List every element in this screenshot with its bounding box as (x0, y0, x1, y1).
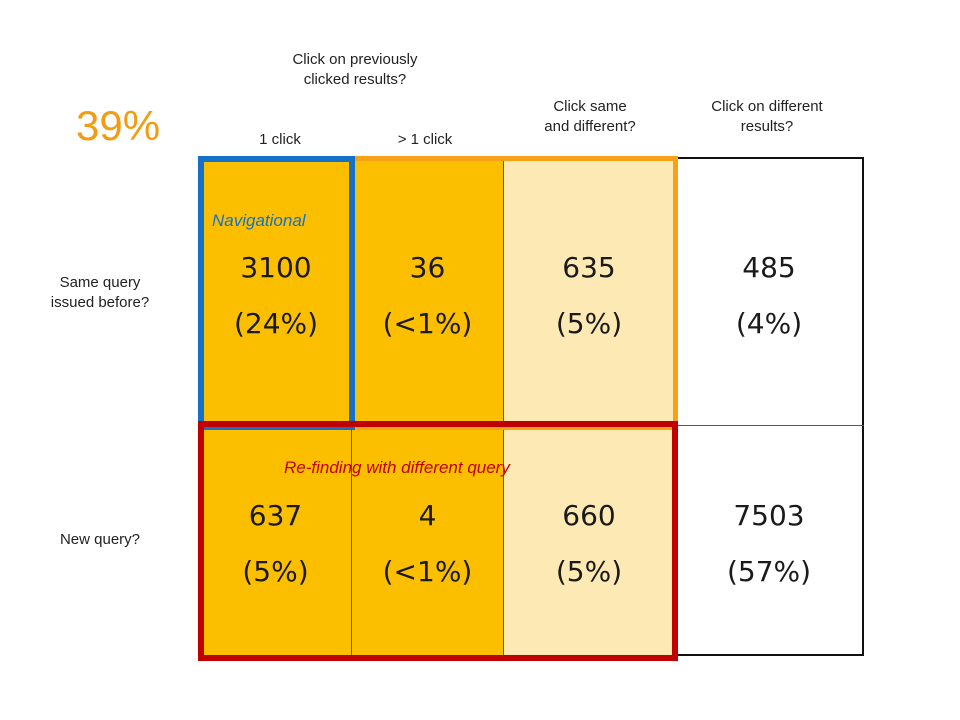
cell-percent: (5%) (555, 307, 623, 340)
refinding-box (198, 421, 678, 661)
cell-count: 7503 (733, 499, 805, 532)
cell-count: 660 (562, 499, 616, 532)
header-click-different-line2: results? (740, 118, 794, 135)
header-click-same-line2: and different? (544, 118, 636, 135)
row-label-new-query: New query? (59, 531, 141, 548)
cell-percent: (<1%) (382, 555, 473, 588)
cell-same-query-one-click: 3100 (24%) (200, 158, 352, 426)
cell-percent: (5%) (555, 555, 623, 588)
cell-percent: (57%) (726, 555, 812, 588)
cell-count: 637 (248, 499, 303, 532)
cell-count: 635 (562, 251, 616, 284)
row-label-same-query-line2: issued before? (50, 294, 150, 311)
cell-count: 36 (409, 251, 446, 284)
overlap-percent: 39% (76, 102, 161, 149)
header-one-click: 1 click (259, 131, 301, 148)
header-click-different-line1: Click on different (711, 98, 823, 115)
cell-count: 3100 (240, 251, 312, 284)
header-click-same-and-different: Click same and different? (510, 97, 670, 137)
cell-new-query-different: 7503 (57%) (674, 426, 864, 656)
header-more-than-one-click: > 1 click (397, 131, 453, 148)
row-label-same-query-line1: Same query (59, 274, 141, 291)
header-previously-clicked: Click on previously clicked results? (235, 50, 475, 90)
grid-row-divider (674, 425, 864, 426)
cell-percent: (<1%) (382, 307, 473, 340)
cell-count: 485 (742, 251, 796, 284)
grid-outer-border (674, 157, 864, 656)
cell-count: 4 (418, 499, 437, 532)
header-previously-clicked-line1: Click on previously (292, 51, 418, 68)
refinding-label: Re-finding with different query (284, 458, 510, 477)
cell-new-query-one-click: 637 (5%) (200, 426, 352, 656)
header-click-different: Click on different results? (672, 97, 862, 137)
cell-new-query-multi-click: 4 (<1%) (352, 426, 504, 656)
row-label-same-query: Same query issued before? (20, 273, 180, 313)
navigational-box (198, 156, 355, 430)
cell-same-query-different: 485 (4%) (674, 158, 864, 426)
cell-percent: (4%) (735, 307, 803, 340)
header-previously-clicked-line2: clicked results? (303, 71, 407, 88)
cell-same-query-same-and-different: 635 (5%) (504, 158, 674, 426)
cell-same-query-multi-click: 36 (<1%) (352, 158, 504, 426)
cell-new-query-same-and-different: 660 (5%) (504, 426, 674, 656)
header-click-same-line1: Click same (553, 98, 627, 115)
cell-percent: (5%) (242, 555, 309, 588)
navigational-label: Navigational (212, 211, 306, 230)
cell-percent: (24%) (233, 307, 319, 340)
